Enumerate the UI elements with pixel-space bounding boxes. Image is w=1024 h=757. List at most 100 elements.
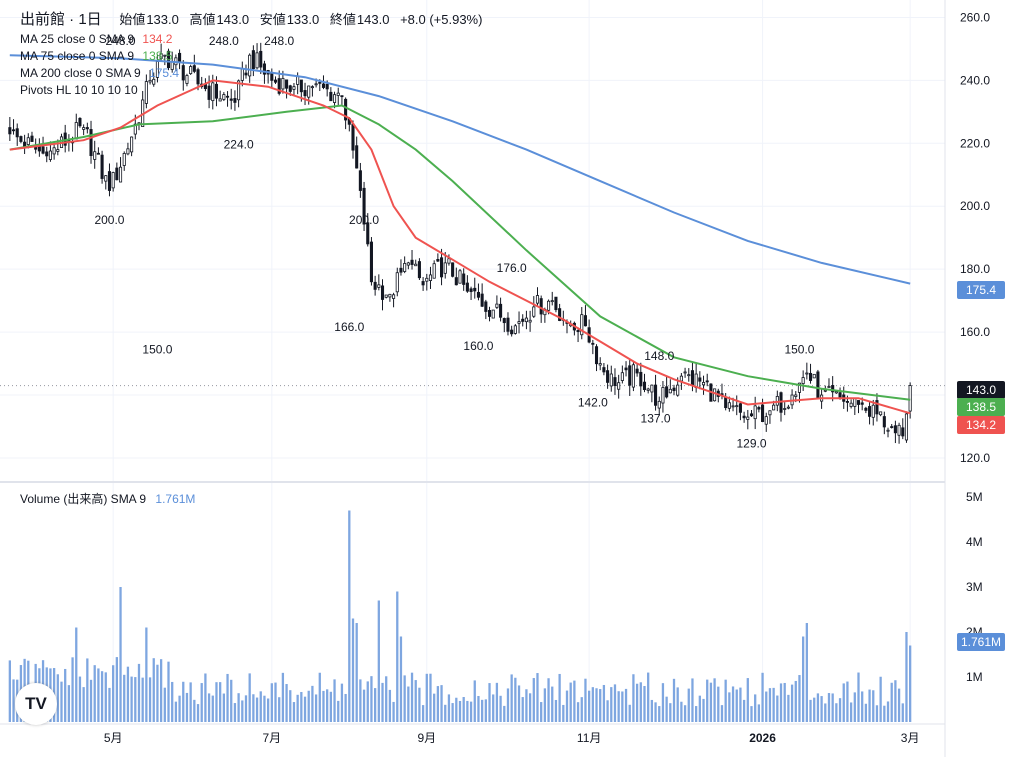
candle-body [742, 415, 746, 419]
pivot-label: 148.0 [644, 349, 674, 363]
candle-body [159, 53, 163, 59]
volume-bar [97, 668, 100, 722]
candle-body [325, 83, 329, 90]
volume-bar [348, 510, 351, 722]
candle-body [668, 388, 672, 394]
candle-body [517, 321, 521, 324]
volume-bar [163, 687, 166, 722]
volume-bar [595, 688, 598, 722]
volume-bar [890, 682, 893, 722]
candle-body [558, 308, 562, 321]
volume-bar [167, 661, 170, 722]
legend-ma200[interactable]: MA 200 close 0 SMA 9 175.4 [20, 66, 184, 80]
volume-bar [8, 660, 11, 722]
volume-legend[interactable]: Volume (出来高) SMA 9 1.761M [20, 490, 195, 507]
volume-bar [385, 676, 388, 722]
candle-body [524, 317, 528, 323]
volume-bar [252, 694, 255, 722]
candle-body [513, 325, 517, 334]
volume-bar [746, 678, 749, 722]
candle-body [233, 98, 237, 103]
candle-body [329, 91, 333, 102]
candle-body [904, 413, 909, 441]
open-label: 始値 [119, 12, 146, 27]
volume-bar [905, 632, 908, 722]
volume-bar [676, 687, 679, 722]
candle-body [576, 330, 580, 333]
pivot-label: 150.0 [142, 343, 172, 357]
candle-body [107, 171, 112, 191]
candle-body [244, 72, 248, 76]
volume-bar [237, 693, 240, 722]
legend-ma75[interactable]: MA 75 close 0 SMA 9 138.5 [20, 49, 177, 63]
volume-bar [772, 687, 775, 722]
time-tick-label: 9月 [417, 731, 436, 745]
volume-bar [514, 677, 517, 722]
candle-body [823, 389, 827, 392]
volume-bar [861, 691, 864, 722]
volume-bar [580, 697, 583, 722]
candle-body [834, 391, 838, 394]
candle-body [144, 81, 148, 104]
candle-body [126, 148, 130, 155]
volume-bar [654, 702, 657, 722]
volume-bar [421, 705, 425, 722]
candle-body [52, 147, 56, 155]
volume-bar [100, 671, 104, 722]
volume-bar [528, 693, 532, 722]
candle-body [255, 52, 259, 69]
volume-bar [617, 691, 620, 722]
volume-bar [200, 683, 203, 722]
candle-body [281, 78, 285, 90]
candle-body [240, 68, 244, 81]
volume-bar [174, 701, 178, 722]
volume-bar [289, 690, 292, 722]
candle-body [82, 127, 86, 130]
legend-ma25-value: 134.2 [142, 32, 173, 46]
volume-bar [909, 645, 912, 722]
volume-bar [879, 676, 882, 722]
volume-bar [853, 692, 856, 722]
tradingview-logo[interactable]: TV [15, 683, 57, 725]
volume-bar [473, 680, 476, 722]
candle-body [502, 318, 506, 324]
volume-bar [396, 591, 399, 722]
symbol-title[interactable]: 出前館 · 1日 [20, 11, 102, 28]
legend-ma25[interactable]: MA 25 close 0 SMA 9 134.2 [20, 32, 177, 46]
candle-body [410, 259, 414, 265]
candle-body [617, 382, 621, 390]
candle-body [690, 370, 695, 386]
pivot-label: 160.0 [463, 339, 493, 353]
candle-body [100, 154, 104, 179]
candle-body [428, 274, 433, 281]
price-tag-last: 143.0 [957, 381, 1005, 399]
volume-bar [813, 697, 816, 722]
candle-body [761, 404, 765, 422]
candle-body [882, 416, 886, 428]
volume-bar [591, 687, 594, 722]
volume-bar [126, 666, 130, 722]
candle-body [554, 296, 558, 311]
pivot-label: 200.0 [94, 213, 124, 227]
candle-body [532, 306, 536, 317]
candle-body [812, 373, 816, 379]
volume-bar [872, 690, 875, 722]
candle-body [772, 404, 776, 411]
candle-body [639, 371, 643, 387]
legend-pivots[interactable]: Pivots HL 10 10 10 10 [20, 83, 143, 97]
candle-body [499, 303, 503, 318]
candle-body [296, 75, 300, 85]
candle-body [74, 122, 78, 140]
volume-bar [71, 657, 74, 722]
volume-bar [204, 673, 207, 722]
volume-bar [702, 698, 705, 722]
candle-body [897, 424, 901, 436]
volume-bar [569, 682, 572, 722]
candle-body [735, 405, 739, 408]
volume-bar [683, 705, 687, 722]
candle-body [521, 318, 525, 322]
volume-bar [82, 687, 85, 722]
candle-body [613, 377, 617, 387]
high-label: 高値 [189, 12, 216, 27]
